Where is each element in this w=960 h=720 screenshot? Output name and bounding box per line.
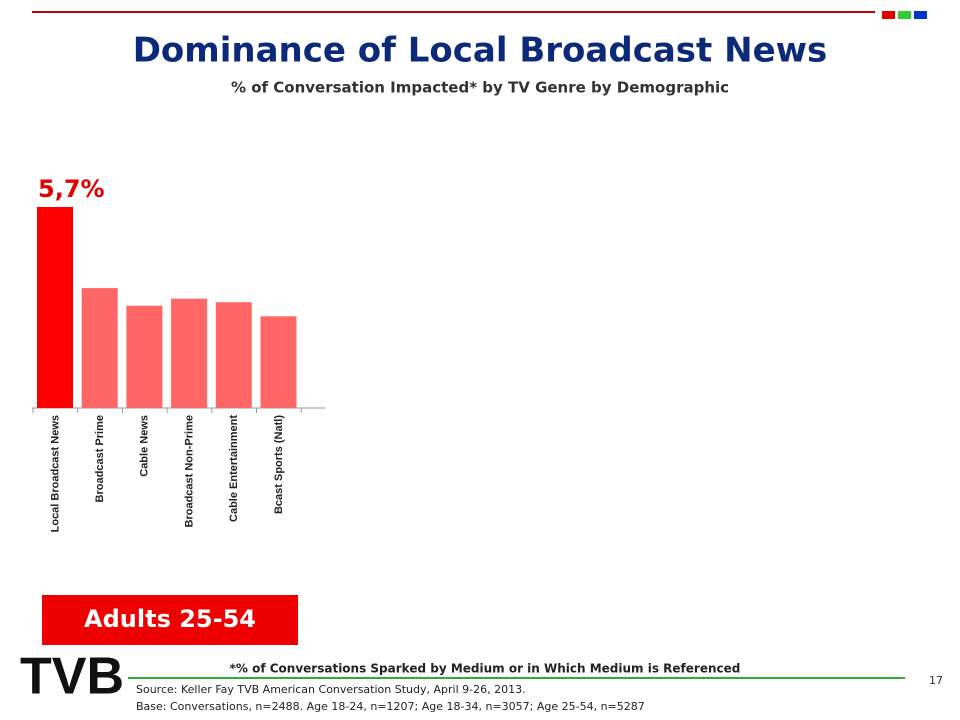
subtitle: % of Conversation Impacted* by TV Genre … [231,79,729,97]
bar [126,305,163,408]
x-tick-label: Bcast Sports (Natl) [273,415,285,514]
bar [37,207,73,408]
x-tick-label: Cable Entertainment [228,415,240,522]
segment-label: Adults 25-54 [84,605,256,633]
x-tick-label: Broadcast Prime [94,415,106,502]
bar [171,298,208,408]
bar [81,288,118,408]
segment-box [42,595,298,645]
logo: TVB [20,648,124,706]
square-green [898,11,911,19]
bar [260,316,297,408]
title: Dominance of Local Broadcast News [133,31,828,71]
page-number: 17 [929,674,943,687]
x-tick-label: Broadcast Non-Prime [183,415,195,527]
footnote: *% of Conversations Sparked by Medium or… [230,662,741,676]
x-tick-label: Cable News [139,415,151,477]
chart: Local Broadcast News 5,7% Broadcast Prime C… [32,175,325,532]
bar [215,302,252,408]
base: Base: Conversations, n=2488. Age 18-24, … [136,700,645,713]
source: Source: Keller Fay TVB American Conversa… [136,683,526,696]
x-tick-label: Local Broadcast News [49,415,61,532]
value-label: 5,7% [38,175,105,203]
square-blue [914,11,927,19]
square-red [882,11,895,19]
